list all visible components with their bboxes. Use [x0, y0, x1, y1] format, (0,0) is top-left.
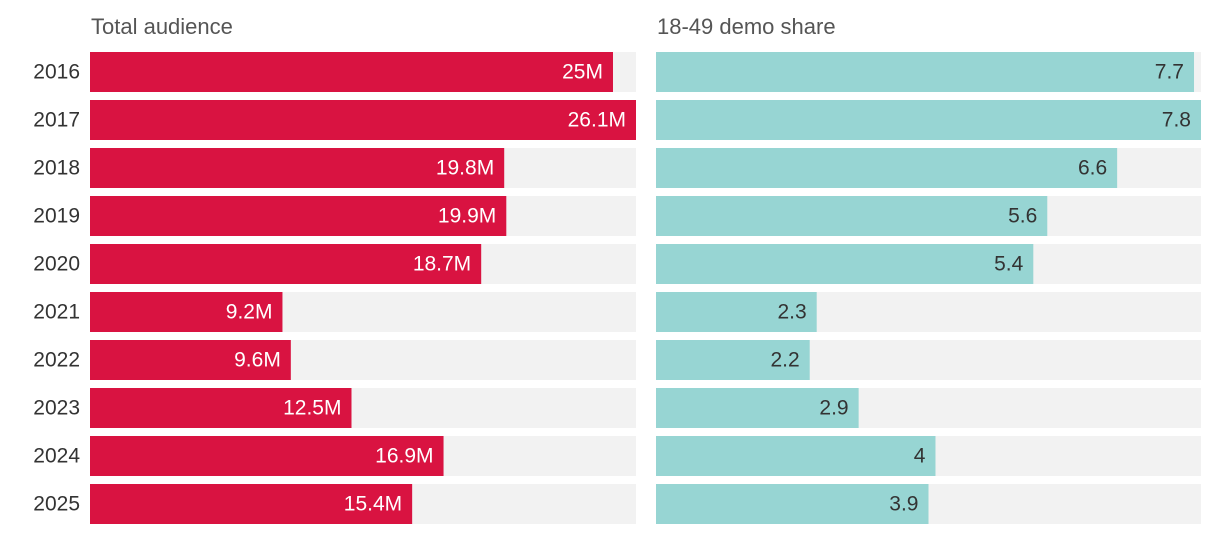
- year-label-2022: 2022: [33, 349, 80, 372]
- audience-value-label-2024: 16.9M: [375, 445, 433, 468]
- demo-bar-2019: [656, 196, 1048, 236]
- demo-value-label-2018: 6.6: [1078, 157, 1107, 180]
- audience-value-label-2023: 12.5M: [283, 397, 341, 420]
- demo-value-label-2023: 2.9: [819, 397, 848, 420]
- audience-bar-2016: [90, 52, 613, 92]
- demo-bar-2018: [656, 148, 1118, 188]
- audience-bar-2019: [90, 196, 507, 236]
- audience-value-label-2020: 18.7M: [413, 253, 471, 276]
- audience-bar-2017: [90, 100, 636, 140]
- bars: 25M 26.1M 19.8M 19.9M 18.7M 9.2M 9.6M 12.5M 16.9…: [90, 52, 1201, 524]
- audience-value-label-2018: 19.8M: [436, 157, 494, 180]
- demo-value-label-2024: 4: [914, 445, 926, 468]
- demo-bar-2021: [656, 292, 817, 332]
- year-label-2024: 2024: [33, 445, 80, 468]
- demo-value-label-2020: 5.4: [994, 253, 1024, 276]
- year-label-2017: 2017: [33, 109, 80, 132]
- year-labels: 2016 2017 2018 2019 2020 2021 2022 2023 2024 2025: [33, 61, 80, 516]
- audience-value-label-2019: 19.9M: [438, 205, 496, 228]
- year-label-2019: 2019: [33, 205, 80, 228]
- panel-titles: Total audience 18-49 demo share: [91, 14, 836, 39]
- audience-bar-2025: [90, 484, 413, 524]
- audience-bar-2020: [90, 244, 482, 284]
- audience-bar-2021: [90, 292, 283, 332]
- audience-value-label-2016: 25M: [562, 61, 603, 84]
- year-label-2016: 2016: [33, 61, 80, 84]
- demo-value-label-2019: 5.6: [1008, 205, 1037, 228]
- demo-bar-2016: [656, 52, 1195, 92]
- demo-value-label-2022: 2.2: [771, 349, 800, 372]
- demo-bar-2025: [656, 484, 929, 524]
- demo-bar-2022: [656, 340, 810, 380]
- audience-value-label-2025: 15.4M: [344, 493, 402, 516]
- demo-value-label-2017: 7.8: [1162, 109, 1191, 132]
- demo-bar-2020: [656, 244, 1034, 284]
- demo-panel-title: 18-49 demo share: [657, 14, 836, 39]
- year-label-2025: 2025: [33, 493, 80, 516]
- demo-bar-2023: [656, 388, 859, 428]
- audience-panel-title: Total audience: [91, 14, 233, 39]
- demo-bar-2017: [656, 100, 1201, 140]
- year-label-2021: 2021: [33, 301, 80, 324]
- audience-bar-2022: [90, 340, 291, 380]
- audience-bar-2024: [90, 436, 444, 476]
- audience-value-label-2021: 9.2M: [226, 301, 273, 324]
- year-label-2023: 2023: [33, 397, 80, 420]
- demo-value-label-2025: 3.9: [889, 493, 918, 516]
- audience-bar-2023: [90, 388, 352, 428]
- audience-bar-2018: [90, 148, 505, 188]
- audience-value-label-2022: 9.6M: [234, 349, 281, 372]
- audience-value-label-2017: 26.1M: [568, 109, 626, 132]
- demo-bar-2024: [656, 436, 936, 476]
- year-label-2020: 2020: [33, 253, 80, 276]
- year-label-2018: 2018: [33, 157, 80, 180]
- demo-value-label-2021: 2.3: [778, 301, 807, 324]
- demo-value-label-2016: 7.7: [1155, 61, 1184, 84]
